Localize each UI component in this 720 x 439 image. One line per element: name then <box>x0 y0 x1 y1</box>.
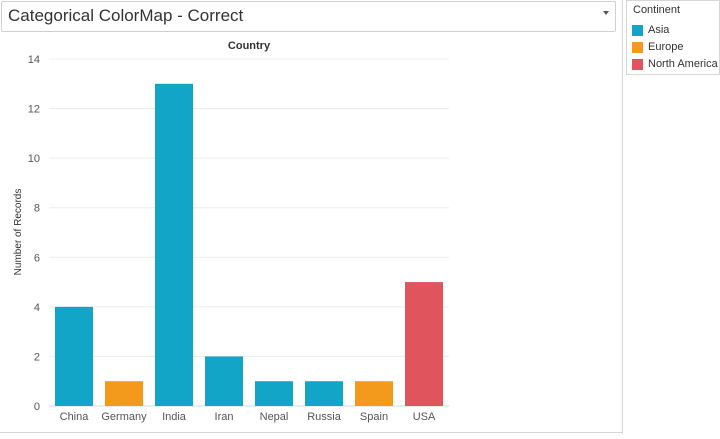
sheet-title-dropdown[interactable]: Categorical ColorMap - Correct <box>1 1 616 32</box>
legend-title: Continent <box>633 4 681 16</box>
x-tick-label: Iran <box>215 411 234 423</box>
bar-germany[interactable] <box>105 381 143 406</box>
gridlines <box>49 58 449 407</box>
x-tick-label: Russia <box>307 411 342 423</box>
bar-usa[interactable] <box>405 282 443 406</box>
x-tick-label: India <box>162 411 187 423</box>
legend-item-north-america[interactable]: North America <box>632 57 718 71</box>
y-tick-label: 10 <box>28 153 40 165</box>
y-tick-label: 0 <box>34 401 40 413</box>
x-tick-label: China <box>60 411 90 423</box>
panel-divider <box>622 0 623 434</box>
legend-item-europe[interactable]: Europe <box>632 40 683 54</box>
y-tick-labels: 0 2 4 6 8 10 12 14 <box>28 54 40 413</box>
chart-bottom-border <box>0 432 622 433</box>
bar-spain[interactable] <box>355 381 393 406</box>
legend-label: Europe <box>648 41 684 53</box>
legend-label: North America <box>648 58 718 70</box>
x-tick-labels: China Germany India Iran Nepal Russia Spain USA <box>60 411 436 423</box>
y-axis-label: Number of Records <box>13 189 24 276</box>
x-tick-label: USA <box>413 411 436 423</box>
x-tick-label: Spain <box>360 411 388 423</box>
bar-china[interactable] <box>55 306 93 406</box>
y-tick-label: 4 <box>34 302 40 314</box>
legend-swatch-north-america <box>632 58 643 70</box>
x-tick-label: Germany <box>101 411 147 423</box>
chevron-down-icon[interactable] <box>603 11 609 15</box>
bars <box>55 83 443 407</box>
bar-iran[interactable] <box>205 356 243 406</box>
sheet-title: Categorical ColorMap - Correct <box>8 6 244 25</box>
y-tick-label: 2 <box>34 351 40 363</box>
y-tick-label: 14 <box>28 54 40 66</box>
y-tick-label: 12 <box>28 104 40 116</box>
chart-area: Country Number of Records 0 2 4 6 8 10 12 14 Ch… <box>0 34 624 434</box>
legend-swatch-europe <box>632 41 643 53</box>
bar-nepal[interactable] <box>255 381 293 406</box>
bar-india[interactable] <box>155 83 193 407</box>
legend-swatch-asia <box>632 24 643 36</box>
legend-item-asia[interactable]: Asia <box>632 23 669 37</box>
legend-label: Asia <box>648 24 670 36</box>
y-tick-label: 8 <box>34 203 40 215</box>
x-tick-label: Nepal <box>260 411 289 423</box>
bar-chart: Country Number of Records 0 2 4 6 8 10 12 14 Ch… <box>13 40 449 423</box>
chart-title: Country <box>228 40 271 52</box>
y-tick-label: 6 <box>34 252 40 264</box>
legend: Continent Asia Europe North America <box>626 0 720 75</box>
bar-russia[interactable] <box>305 381 343 406</box>
